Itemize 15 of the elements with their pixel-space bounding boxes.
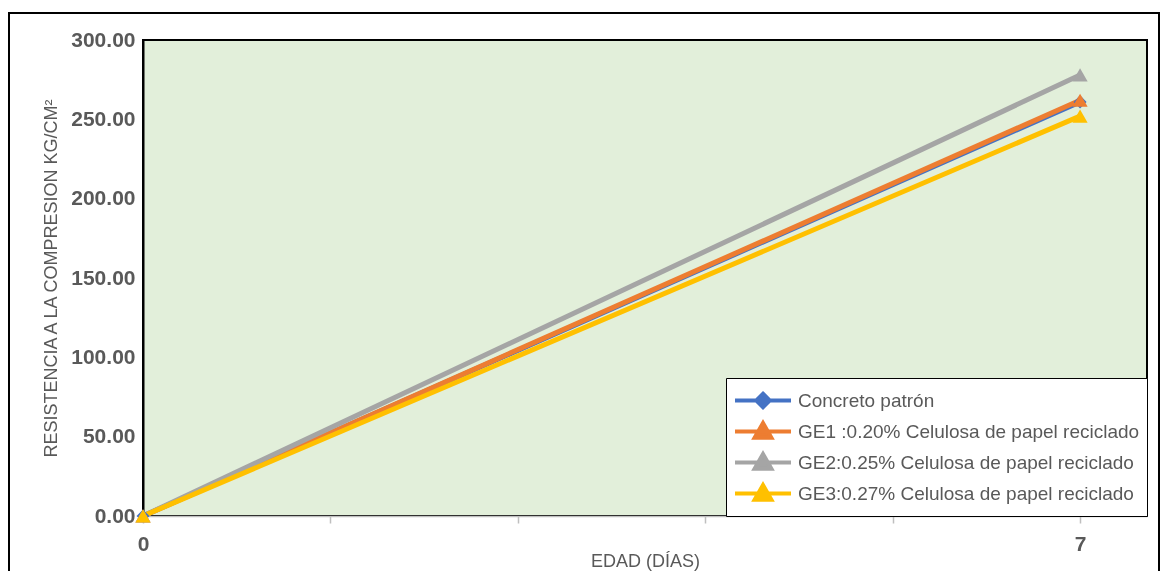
y-tick-label: 0.00 bbox=[94, 503, 136, 527]
x-axis-title: EDAD (DÍAS) bbox=[590, 550, 701, 571]
y-axis-title: RESISTENCIA A LA COMPRESION KG/CM² bbox=[41, 99, 62, 458]
legend-label: GE2:0.25% Celulosa de papel reciclado bbox=[798, 451, 1134, 473]
y-tick-label: 250.00 bbox=[71, 106, 136, 130]
legend-label: GE3:0.27% Celulosa de papel reciclado bbox=[798, 482, 1134, 504]
legend-label: Concreto patrón bbox=[798, 389, 935, 411]
y-tick-label: 100.00 bbox=[71, 344, 136, 368]
x-tick-label: 0 bbox=[137, 531, 150, 555]
y-tick-label: 150.00 bbox=[71, 265, 136, 289]
legend-label: GE1 :0.20% Celulosa de papel reciclado bbox=[798, 420, 1140, 442]
y-tick-label: 300.00 bbox=[71, 27, 136, 51]
y-tick-label: 200.00 bbox=[71, 186, 136, 210]
x-tick-label: 7 bbox=[1074, 531, 1087, 555]
y-tick-label: 50.00 bbox=[82, 424, 136, 448]
